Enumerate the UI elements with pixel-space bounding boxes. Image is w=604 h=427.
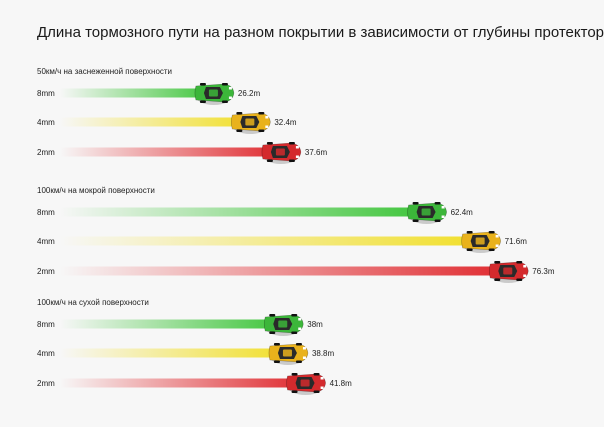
bar <box>60 266 509 276</box>
car-icon <box>461 231 501 253</box>
bar <box>60 147 281 157</box>
bar <box>60 207 427 217</box>
value-label: 38m <box>307 320 323 329</box>
value-label: 71.6m <box>505 237 528 246</box>
car-icon <box>286 373 326 395</box>
car-icon <box>231 112 271 134</box>
bar <box>60 117 251 127</box>
value-label: 41.8m <box>330 379 353 388</box>
group-label: 50км/ч на заснеженной поверхности <box>37 67 172 76</box>
bar <box>60 319 284 329</box>
car-icon <box>407 202 447 224</box>
row-label: 2mm <box>37 267 55 276</box>
car-icon <box>263 314 304 336</box>
value-label: 62.4m <box>451 208 474 217</box>
group-label: 100км/ч на мокрой поверхности <box>37 186 155 195</box>
value-label: 26.2m <box>238 89 261 98</box>
row-label: 8mm <box>37 89 55 98</box>
car-icon <box>268 343 309 365</box>
value-label: 37.6m <box>305 148 328 157</box>
value-label: 38.8m <box>312 349 335 358</box>
bar <box>60 88 214 98</box>
group-label: 100км/ч на сухой поверхности <box>37 298 149 307</box>
bar <box>60 348 288 358</box>
bar <box>60 378 306 388</box>
row-label: 4mm <box>37 118 55 127</box>
row-label: 2mm <box>37 379 55 388</box>
row-label: 8mm <box>37 208 55 217</box>
value-label: 32.4m <box>274 118 297 127</box>
car-icon <box>488 261 529 283</box>
chart-title: Длина тормозного пути на разном покрытии… <box>37 24 604 41</box>
bar <box>60 236 481 246</box>
row-label: 2mm <box>37 148 55 157</box>
value-label: 76.3m <box>532 267 555 276</box>
row-label: 4mm <box>37 237 55 246</box>
car-icon <box>261 142 302 164</box>
car-icon <box>194 83 235 105</box>
row-label: 4mm <box>37 349 55 358</box>
row-label: 8mm <box>37 320 55 329</box>
